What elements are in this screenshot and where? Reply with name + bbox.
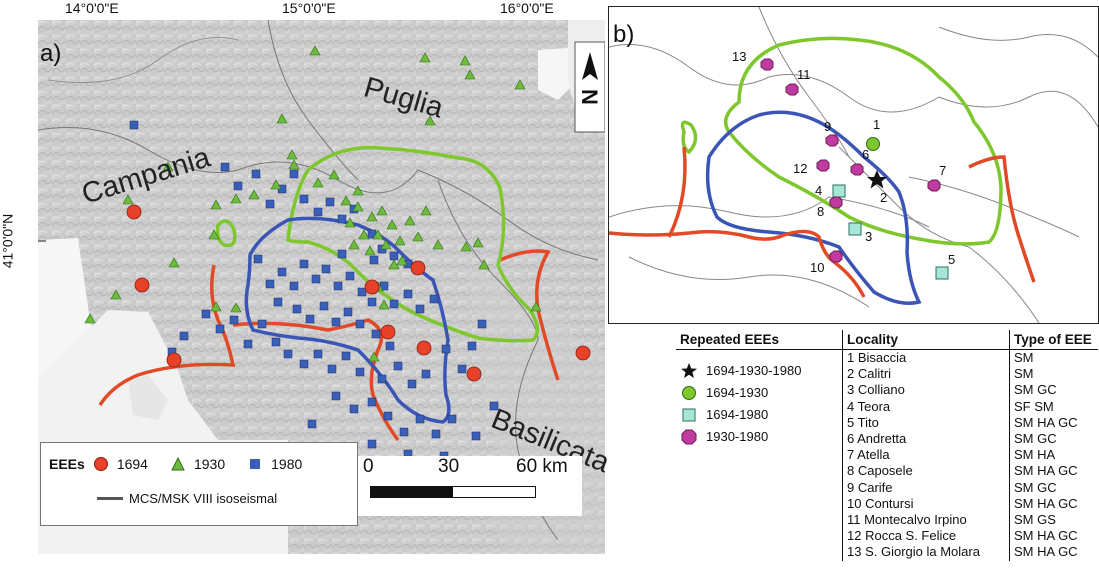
type-cell: SF SM	[1009, 398, 1098, 415]
tick-left-41n: 41°0'0"N	[0, 213, 16, 269]
locality-label-11: 11	[797, 67, 811, 82]
repeated-row: 1694-1930	[680, 382, 838, 404]
locality-cell: 2 Calitri	[842, 366, 1010, 383]
locality-1-green-circle	[866, 137, 880, 151]
green-circle-icon	[682, 386, 696, 400]
eee-table: Repeated EEEs Locality Type of EEE 1694-…	[676, 330, 1098, 561]
repeated-label: 1694-1930	[706, 384, 769, 400]
locality-cell: 13 S. Giorgio la Molara	[842, 544, 1010, 561]
locality-cell: 3 Colliano	[842, 382, 1010, 399]
black-star-icon	[681, 363, 697, 378]
locality-cell: 5 Tito	[842, 414, 1010, 432]
type-cell: SM	[1009, 366, 1098, 383]
locality-label-12: 12	[793, 161, 808, 176]
locality-label-3: 3	[865, 229, 873, 244]
repeated-row: 1930-1980	[680, 426, 838, 448]
isoseismal-1930	[286, 145, 540, 343]
scale-tick-30: 30	[438, 456, 460, 477]
locality-cell: 1 Bisaccia	[842, 349, 1010, 367]
repeated-legend: 1694-1930-1980 1694-1930 1694-1980 1930-…	[676, 350, 843, 561]
legend-label-1930: 1930	[193, 456, 226, 472]
locality-cell: 10 Contursi	[842, 495, 1010, 513]
type-cell: SM HA GC	[1009, 414, 1098, 432]
type-cell: SM HA	[1009, 447, 1098, 464]
locality-label-10: 10	[810, 260, 825, 275]
legend-isoseismal-label: MCS/MSK VIII isoseismal	[129, 491, 278, 506]
locality-label-4: 4	[815, 183, 823, 198]
type-cell: SM GS	[1009, 512, 1098, 529]
type-cell: SM GC	[1009, 431, 1098, 448]
locality-cell: 4 Teora	[842, 398, 1010, 415]
cyan-square-icon	[682, 408, 696, 422]
type-cell: SM HA GC	[1009, 528, 1098, 545]
magenta-octagon-markers	[760, 58, 941, 263]
locality-cell: 8 Caposele	[842, 463, 1010, 480]
locality-label-6: 6	[862, 147, 870, 162]
locality-label-13: 13	[732, 49, 747, 64]
map-b-svg	[609, 7, 1098, 323]
tick-top-15e: 15°0'0"E	[282, 0, 336, 16]
header-repeated: Repeated EEEs	[676, 330, 843, 350]
locality-label-5: 5	[948, 252, 956, 267]
locality-3-cyan-square	[848, 222, 862, 236]
type-cell: SM HA GC	[1009, 495, 1098, 513]
panel-label-a: a)	[40, 40, 62, 67]
scale-tick-0: 0	[363, 456, 374, 477]
locality-label-7: 7	[939, 163, 947, 178]
north-arrow	[574, 41, 605, 133]
eee-1694-markers	[126, 204, 591, 382]
header-type: Type of EEE	[1009, 330, 1098, 350]
locality-2-star-icon	[867, 170, 887, 189]
repeated-row: 1694-1980	[680, 404, 838, 426]
legend-label-1694: 1694	[116, 456, 148, 472]
legend-title: EEEs	[49, 456, 85, 472]
legend-isoseismal-row: MCS/MSK VIII isoseismal	[97, 491, 277, 506]
repeated-row: 1694-1930-1980	[680, 360, 838, 382]
tick-top-14e: 14°0'0"E	[65, 0, 119, 16]
repeated-label: 1694-1980	[706, 406, 769, 422]
locality-cell: 11 Montecalvo Irpino	[842, 512, 1010, 529]
magenta-octagon-icon	[681, 429, 697, 445]
scale-segments	[370, 486, 536, 498]
locality-label-9: 9	[824, 119, 832, 134]
type-cell: SM HA GC	[1009, 544, 1098, 561]
locality-label-8: 8	[817, 204, 825, 219]
locality-label-2: 2	[880, 190, 888, 205]
scale-bar: 0 30 60 km	[358, 456, 582, 516]
type-cell: SM	[1009, 349, 1098, 367]
isoseismal-1694-south	[232, 318, 400, 442]
tick-top-16e: 16°0'0"E	[500, 0, 554, 16]
scale-tick-60: 60 km	[516, 456, 568, 477]
locality-cell: 12 Rocca S. Felice	[842, 528, 1010, 545]
blue-square-icon	[250, 459, 261, 469]
red-circle-icon	[93, 457, 108, 471]
isoseismal-line-icon	[97, 497, 123, 500]
locality-cell: 7 Atella	[842, 447, 1010, 464]
repeated-label: 1694-1930-1980	[706, 362, 802, 378]
header-locality: Locality	[842, 330, 1010, 350]
map-b-panel: b) 1 2 3 4 5 6 7 8 9 10 11 12 13	[608, 6, 1099, 324]
locality-label-1: 1	[873, 117, 881, 132]
legend-label-1980: 1980	[271, 456, 303, 472]
north-label: N	[576, 89, 602, 105]
isoseismal-1980	[244, 216, 451, 424]
locality-cell: 6 Andretta	[842, 431, 1010, 448]
type-cell: SM HA GC	[1009, 463, 1098, 480]
legend-eees: EEEs 1694 1930 1980 MCS/MSK VIII isoseis…	[40, 442, 358, 526]
type-cell: SM GC	[1009, 382, 1098, 399]
locality-cell: 9 Carife	[842, 479, 1010, 496]
locality-5-cyan-square	[935, 266, 949, 280]
repeated-label: 1930-1980	[706, 428, 769, 444]
locality-4-cyan-square	[832, 184, 846, 198]
panel-label-b: b)	[613, 21, 635, 48]
green-triangle-icon	[171, 456, 185, 471]
eee-1930-markers	[84, 45, 542, 362]
type-cell: SM GC	[1009, 479, 1098, 496]
